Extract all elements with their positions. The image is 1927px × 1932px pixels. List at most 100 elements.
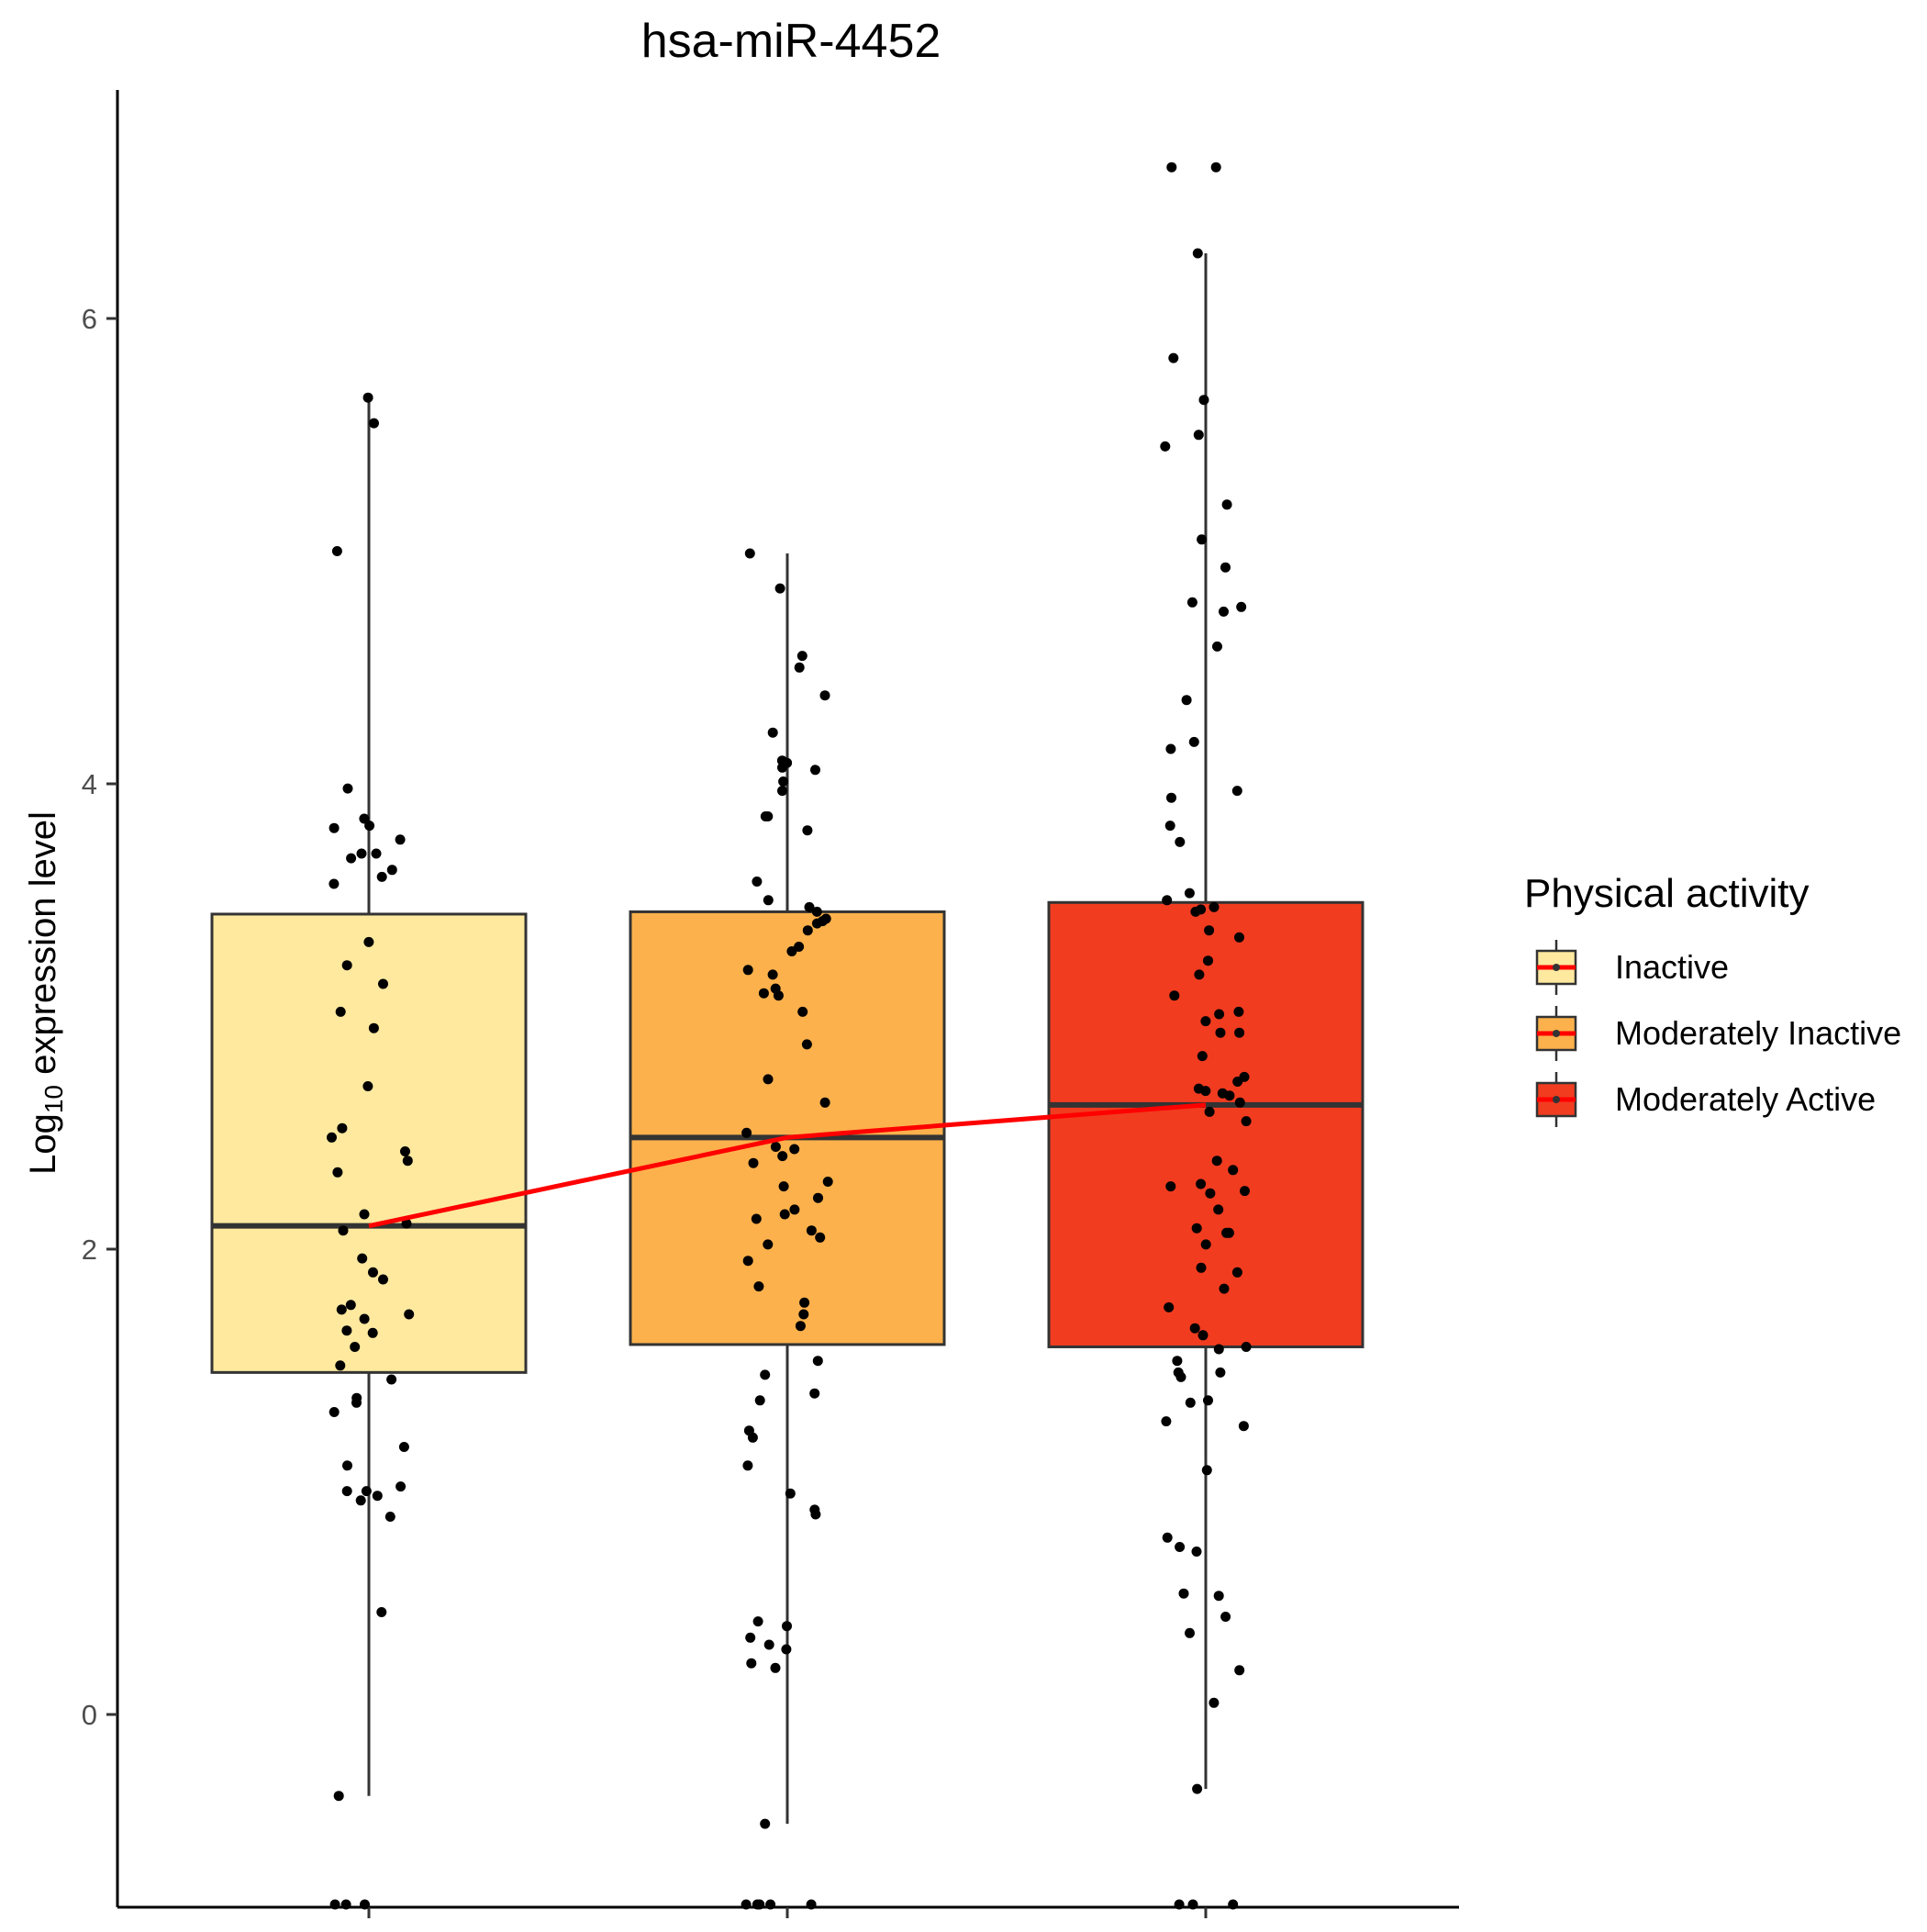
- data-point: [1168, 352, 1179, 363]
- data-point: [1169, 990, 1180, 1001]
- data-point: [1197, 534, 1208, 545]
- data-point: [362, 392, 373, 403]
- legend-key: [1535, 1006, 1577, 1061]
- data-point: [1203, 955, 1213, 966]
- data-point: [1200, 1239, 1211, 1250]
- data-point: [1175, 836, 1186, 847]
- data-point: [1192, 248, 1203, 259]
- data-point: [760, 1818, 771, 1829]
- data-point: [1166, 162, 1177, 173]
- data-point: [1200, 1086, 1211, 1097]
- data-point: [1164, 821, 1175, 832]
- chart-title: hsa-miR-4452: [641, 15, 941, 68]
- data-point: [1221, 499, 1232, 510]
- data-point: [1162, 1532, 1173, 1543]
- data-point: [1189, 1323, 1200, 1334]
- data-point: [1234, 1097, 1245, 1108]
- data-point: [351, 1397, 362, 1408]
- data-point: [789, 1204, 800, 1215]
- data-point: [378, 1274, 388, 1285]
- data-point: [747, 1432, 758, 1443]
- data-point: [785, 1488, 796, 1499]
- data-point: [1209, 1697, 1220, 1708]
- data-point: [402, 1156, 413, 1167]
- data-point: [742, 965, 753, 976]
- data-point: [746, 1658, 757, 1669]
- data-point: [786, 946, 797, 956]
- data-point: [331, 546, 342, 556]
- data-point: [329, 1899, 340, 1910]
- data-point: [812, 1356, 823, 1367]
- data-point: [1165, 1181, 1176, 1192]
- data-point: [741, 1899, 752, 1910]
- data-point: [1198, 395, 1209, 406]
- data-point: [752, 1616, 763, 1627]
- data-point: [1162, 895, 1173, 906]
- data-point: [753, 1281, 764, 1292]
- data-point: [751, 1213, 762, 1224]
- data-point: [742, 1256, 753, 1267]
- y-tick-label: 0: [82, 1699, 97, 1731]
- data-point: [1219, 606, 1229, 617]
- data-point: [341, 1486, 352, 1497]
- data-point: [1224, 1090, 1235, 1101]
- data-point: [777, 786, 787, 797]
- data-point: [368, 1022, 379, 1033]
- data-point: [384, 1512, 395, 1522]
- data-point: [346, 853, 357, 864]
- data-point: [1191, 1547, 1202, 1557]
- data-point: [341, 1325, 352, 1336]
- data-point: [763, 1239, 774, 1250]
- legend-label: Inactive: [1615, 948, 1729, 986]
- data-point: [345, 1300, 356, 1311]
- y-tick-label: 4: [82, 768, 97, 800]
- data-point: [744, 548, 755, 559]
- data-point: [1164, 1301, 1175, 1312]
- data-point: [754, 1395, 765, 1406]
- data-point: [822, 1177, 833, 1187]
- data-point: [355, 1495, 366, 1506]
- data-point: [335, 1006, 346, 1017]
- data-point: [811, 918, 822, 929]
- data-point: [1175, 1371, 1186, 1382]
- data-point: [386, 865, 397, 876]
- data-point: [327, 1132, 337, 1143]
- data-point: [789, 1144, 800, 1155]
- data-point: [401, 1218, 412, 1229]
- data-point: [361, 1486, 372, 1497]
- data-point: [798, 1309, 809, 1320]
- data-point: [1213, 1591, 1224, 1602]
- data-point: [367, 1327, 378, 1338]
- data-point: [754, 1899, 765, 1910]
- data-point: [1211, 1156, 1222, 1167]
- data-point: [359, 1313, 370, 1324]
- data-point: [398, 1442, 409, 1452]
- legend-label: Moderately Inactive: [1615, 1014, 1901, 1052]
- data-point: [1213, 1204, 1224, 1215]
- data-point: [760, 811, 771, 821]
- data-point: [1160, 441, 1171, 452]
- data-point: [1193, 430, 1204, 441]
- data-point: [1185, 1627, 1195, 1638]
- data-point: [797, 1006, 808, 1017]
- data-point: [1204, 1106, 1215, 1117]
- y-axis-label-base: Log: [23, 1113, 63, 1175]
- data-point: [1178, 1588, 1189, 1599]
- data-point: [362, 1081, 373, 1091]
- data-point: [1181, 695, 1192, 706]
- data-point: [778, 1181, 789, 1192]
- data-point: [1172, 1356, 1183, 1367]
- data-point: [1186, 597, 1197, 608]
- data-point: [363, 936, 374, 947]
- data-point: [1214, 1009, 1225, 1020]
- data-point: [1188, 736, 1199, 747]
- data-point: [1165, 743, 1176, 754]
- data-point: [329, 1407, 340, 1417]
- data-point: [1194, 969, 1205, 980]
- y-axis-label-subscript: 10: [39, 1085, 68, 1113]
- data-point: [378, 978, 388, 989]
- data-point: [1161, 1416, 1172, 1427]
- data-point: [806, 1225, 817, 1236]
- legend-title: Physical activity: [1524, 871, 1810, 916]
